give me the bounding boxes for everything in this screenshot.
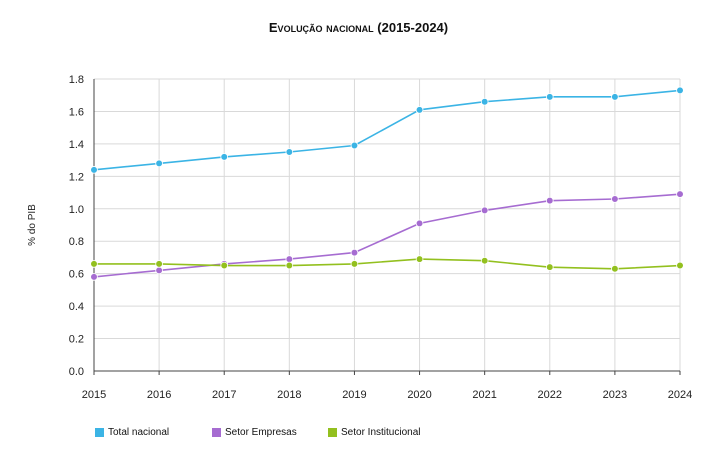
legend-label: Total nacional — [108, 427, 170, 438]
legend-swatch — [95, 428, 104, 437]
legend-label: Setor Institucional — [341, 427, 421, 438]
legend-swatch — [328, 428, 337, 437]
grid-layer — [93, 78, 681, 372]
data-point-setor-institucional[interactable] — [155, 260, 163, 268]
data-point-setor-institucional[interactable] — [285, 261, 294, 270]
y-tick-label: 0.2 — [69, 334, 84, 346]
data-point-setor-empresas[interactable] — [545, 196, 554, 205]
legend-label: Setor Empresas — [225, 427, 297, 438]
y-tick-label: 1.6 — [69, 106, 84, 118]
data-point-setor-empresas[interactable] — [611, 195, 619, 203]
series-total-nacional — [90, 86, 684, 174]
data-point-total-nacional[interactable] — [220, 153, 229, 161]
y-axis-label: % do PIB — [27, 204, 38, 246]
y-tick-label: 1.4 — [69, 139, 84, 151]
data-point-total-nacional[interactable] — [285, 148, 294, 156]
x-tick-label: 2020 — [407, 389, 431, 401]
y-tick-label: 0.8 — [69, 236, 84, 248]
x-tick-label: 2024 — [668, 389, 692, 401]
data-point-setor-empresas[interactable] — [90, 273, 98, 281]
data-point-setor-empresas[interactable] — [676, 190, 684, 198]
data-point-setor-empresas[interactable] — [415, 219, 424, 228]
series-line-total-nacional — [93, 89, 681, 171]
data-point-setor-empresas[interactable] — [155, 266, 163, 275]
legend-item[interactable]: Total nacional — [95, 427, 169, 438]
data-point-setor-institucional[interactable] — [90, 260, 98, 268]
data-point-total-nacional[interactable] — [415, 106, 424, 114]
data-point-setor-empresas[interactable] — [480, 206, 489, 215]
data-point-total-nacional[interactable] — [155, 159, 163, 168]
x-tick-label: 2016 — [147, 389, 171, 401]
y-tick-label: 1.0 — [69, 204, 84, 216]
data-point-setor-institucional[interactable] — [676, 261, 684, 270]
y-tick-label: 0.0 — [69, 366, 84, 378]
x-tick-label: 2021 — [472, 389, 496, 401]
x-tick-label: 2015 — [82, 389, 106, 401]
data-point-setor-institucional[interactable] — [545, 263, 554, 271]
y-tick-label: 1.8 — [69, 74, 84, 86]
x-tick-label: 2017 — [212, 389, 236, 401]
x-tick-label: 2018 — [277, 389, 301, 401]
data-point-total-nacional[interactable] — [350, 141, 359, 150]
series-line-setor-institucional — [94, 258, 681, 270]
data-point-total-nacional[interactable] — [90, 166, 98, 174]
chart-title: Evolução nacional (2015-2024) — [268, 20, 449, 35]
data-point-setor-institucional[interactable] — [350, 260, 359, 268]
series-line-setor-empresas — [93, 193, 681, 278]
x-tick-label: 2023 — [603, 389, 627, 401]
data-point-setor-institucional[interactable] — [611, 264, 619, 273]
series-setor-empresas — [90, 190, 684, 281]
y-tick-label: 0.6 — [69, 269, 84, 281]
data-point-setor-empresas[interactable] — [350, 248, 359, 257]
label-layer: 0.0 0.2 0.4 0.6 0.8 1.0 1.2 1.4 1.6 1.8 2015 2016 20… — [69, 74, 693, 401]
data-point-total-nacional[interactable] — [676, 86, 684, 95]
axis-layer — [93, 79, 681, 375]
y-tick-label: 0.4 — [69, 301, 84, 313]
series-setor-institucional — [90, 255, 684, 273]
legend-item[interactable]: Setor Empresas — [212, 427, 297, 438]
data-point-setor-institucional[interactable] — [480, 256, 489, 265]
data-point-setor-institucional[interactable] — [415, 255, 424, 263]
data-point-total-nacional[interactable] — [480, 97, 489, 106]
data-point-setor-institucional[interactable] — [220, 261, 229, 270]
data-point-total-nacional[interactable] — [545, 93, 554, 101]
data-point-total-nacional[interactable] — [611, 93, 619, 101]
x-tick-label: 2019 — [342, 389, 366, 401]
x-tick-label: 2022 — [538, 389, 562, 401]
legend-item[interactable]: Setor Institucional — [328, 427, 421, 438]
data-point-setor-empresas[interactable] — [285, 255, 294, 263]
series-layer — [90, 86, 684, 281]
legend-swatch — [212, 428, 221, 437]
y-tick-label: 1.2 — [69, 171, 84, 183]
